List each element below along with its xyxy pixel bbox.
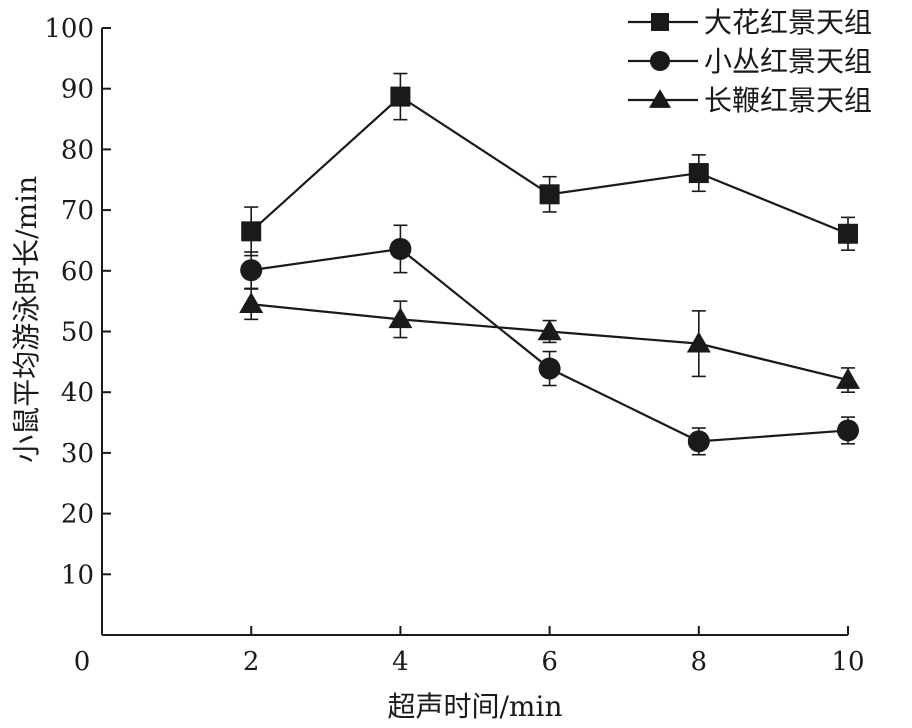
y-tick-label: 100	[44, 14, 94, 44]
y-tick-label: 50	[61, 318, 94, 348]
data-point	[837, 419, 859, 442]
x-tick-label: 0	[74, 647, 91, 677]
data-point	[838, 223, 858, 244]
data-point	[836, 368, 860, 389]
data-point	[537, 319, 562, 341]
series-line	[250, 95, 849, 235]
series-3	[239, 288, 860, 394]
y-axis-title: 小鼠平均游泳时长/min	[10, 176, 43, 463]
data-point	[239, 292, 264, 313]
y-tick-label: 20	[61, 500, 94, 530]
x-axis-title: 超声时间/min	[388, 690, 563, 723]
data-point	[389, 237, 412, 260]
x-tick-label: 8	[691, 647, 708, 677]
y-tick-label: 80	[61, 135, 94, 165]
y-tick-label: 10	[61, 560, 94, 590]
x-tick-label: 10	[831, 647, 864, 677]
legend-label: 大花红景天组	[704, 6, 872, 39]
y-tick-label: 60	[61, 257, 94, 287]
data-point	[539, 184, 560, 205]
y-tick-label: 40	[61, 378, 94, 408]
axes: 10 20 30 40 50 60 70 80 90 100 0 2 4 6 8 10 超声时间/min 小鼠平均…	[10, 14, 865, 723]
data-point	[240, 259, 263, 282]
legend-item-3: 长鞭红景天组	[628, 84, 872, 117]
x-tick-label: 4	[392, 647, 409, 677]
data-point	[687, 430, 710, 453]
legend-marker	[650, 51, 670, 71]
series-layer	[239, 72, 860, 456]
legend-item-1: 大花红景天组	[628, 6, 872, 39]
legend-label: 小丛红景天组	[704, 45, 872, 78]
legend-marker	[651, 13, 669, 31]
y-tick-label: 70	[61, 196, 94, 226]
data-point	[390, 86, 411, 107]
series-1	[241, 72, 858, 257]
y-tick-label: 30	[61, 439, 94, 469]
data-point	[388, 307, 413, 329]
data-point	[538, 357, 561, 380]
series-2	[240, 224, 859, 456]
x-tick-label: 2	[243, 647, 260, 677]
series-line	[251, 247, 849, 443]
data-point	[688, 163, 709, 184]
y-tick-label: 90	[61, 75, 94, 105]
x-tick-label: 6	[541, 647, 558, 677]
legend-label: 长鞭红景天组	[704, 84, 872, 117]
legend-marker	[649, 89, 671, 108]
data-point	[241, 221, 262, 242]
data-point	[686, 331, 711, 353]
legend-item-2: 小丛红景天组	[628, 45, 872, 78]
